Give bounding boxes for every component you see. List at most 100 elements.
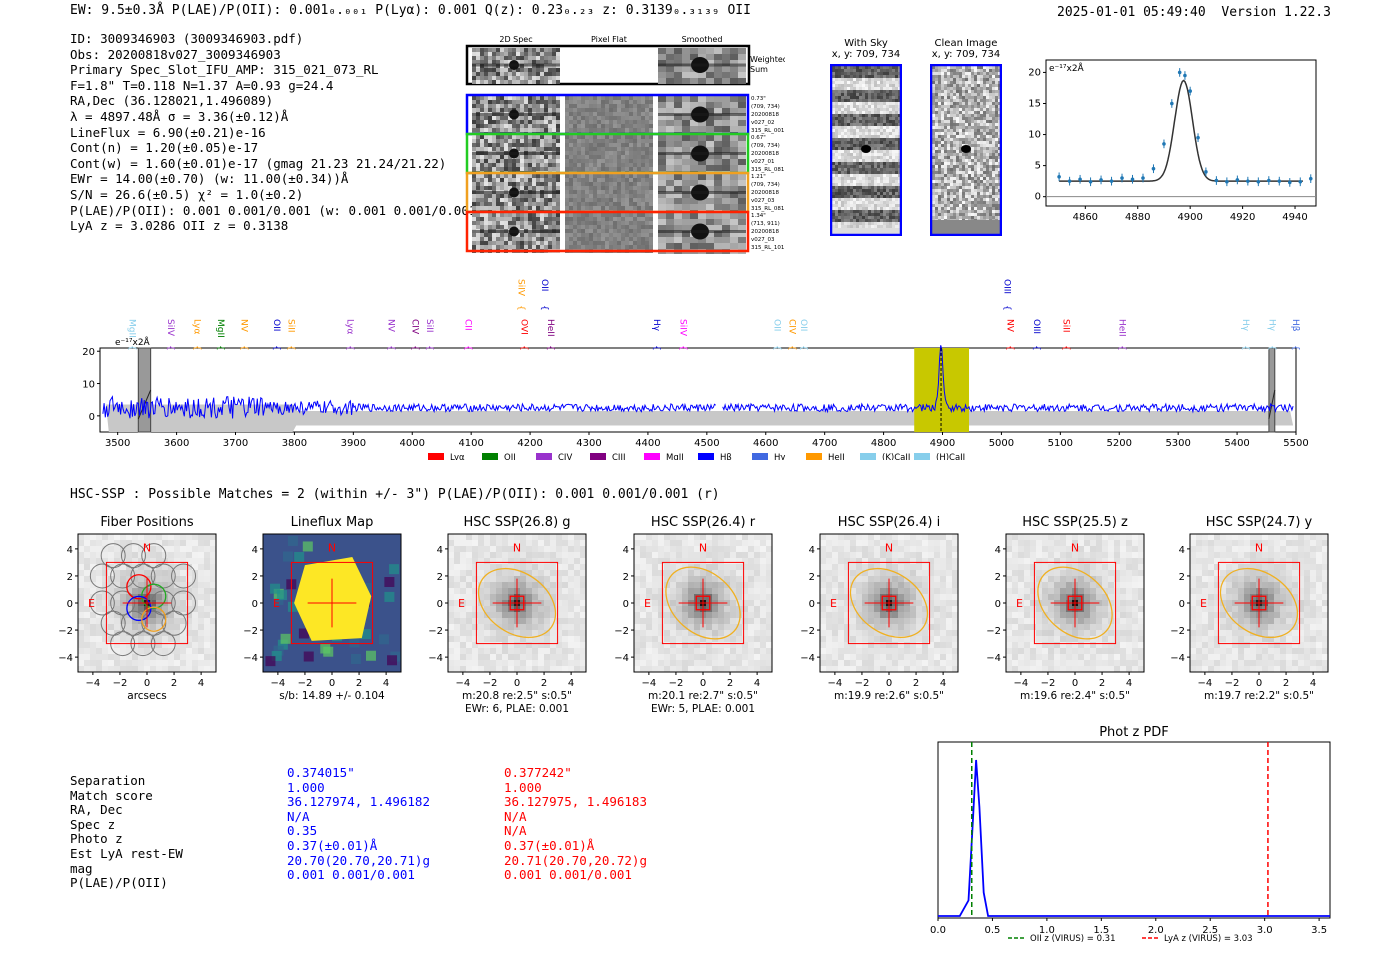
cutout-pixel bbox=[941, 216, 944, 219]
cutout-pixel bbox=[877, 189, 880, 192]
cutout-pixel bbox=[959, 159, 962, 162]
cutout-pixel bbox=[980, 153, 983, 156]
info-line: LyA z = 3.0286 OII z = 0.3138 bbox=[70, 218, 484, 234]
cutout-pixel bbox=[974, 96, 977, 99]
cutout-pixel bbox=[992, 84, 995, 87]
cutout-pixel bbox=[953, 186, 956, 189]
cutout-pixel bbox=[859, 156, 862, 159]
cutout-pixel bbox=[986, 126, 989, 129]
cutout-pixel bbox=[865, 171, 868, 174]
spec2d-block bbox=[472, 174, 560, 214]
cutout-pixel bbox=[895, 198, 898, 201]
cutout-pixel bbox=[850, 162, 853, 165]
cutout-pixel bbox=[892, 195, 895, 198]
cutout-pixel bbox=[844, 66, 847, 69]
cutout-pixel bbox=[989, 138, 992, 141]
cutout-pixel bbox=[868, 114, 871, 117]
cutout-pixel bbox=[889, 153, 892, 156]
cutout-pixel bbox=[971, 171, 974, 174]
cutout-pixel bbox=[892, 75, 895, 78]
cutout-pixel bbox=[956, 99, 959, 102]
cutout-pixel bbox=[886, 72, 889, 75]
cutout-pixel bbox=[971, 153, 974, 156]
cutout-pixel bbox=[856, 225, 859, 228]
cutout-pixel bbox=[947, 135, 950, 138]
cutout-pixel bbox=[889, 135, 892, 138]
cutout-pixel bbox=[832, 78, 835, 81]
cutout-pixel bbox=[889, 117, 892, 120]
cutout-pixel bbox=[992, 102, 995, 105]
cutout-pixel bbox=[992, 171, 995, 174]
cutout-pixel bbox=[841, 84, 844, 87]
cutout-pixel bbox=[989, 186, 992, 189]
cutout-pixel bbox=[889, 126, 892, 129]
cutout-pixel bbox=[871, 114, 874, 117]
cutout-pixel bbox=[992, 81, 995, 84]
cutout-pixel bbox=[868, 222, 871, 225]
cutout-pixel bbox=[856, 183, 859, 186]
cutout-pixel bbox=[965, 213, 968, 216]
hsc-xtick-label: 4 bbox=[754, 678, 760, 689]
cutout-pixel bbox=[838, 72, 841, 75]
hsc-xtick-label: 0 bbox=[700, 678, 706, 689]
cutout-pixel bbox=[980, 189, 983, 192]
cutout-pixel bbox=[886, 186, 889, 189]
cutout-pixel bbox=[877, 144, 880, 147]
cutout-pixel bbox=[950, 192, 953, 195]
spectrum-xtick-label: 3700 bbox=[223, 438, 248, 449]
cutout-pixel bbox=[889, 132, 892, 135]
cutout-pixel bbox=[889, 105, 892, 108]
zoom-data-point bbox=[1178, 71, 1182, 75]
cutout-pixel bbox=[959, 153, 962, 156]
info-line: EWr = 14.00(±0.70) (w: 11.00(±0.34))Å bbox=[70, 171, 484, 187]
cutout-pixel bbox=[841, 219, 844, 222]
cutout-pixel bbox=[947, 111, 950, 114]
cutout-pixel bbox=[968, 198, 971, 201]
cutout-pixel bbox=[974, 177, 977, 180]
cutout-pixel bbox=[932, 195, 935, 198]
weighted-sum-label: Weighted bbox=[750, 55, 785, 64]
match-1-value: 0.374015" bbox=[287, 766, 430, 781]
cutout-pixel bbox=[844, 96, 847, 99]
info-line: S/N = 26.6(±0.5) χ² = 1.0(±0.2) bbox=[70, 187, 484, 203]
cutout-pixel bbox=[832, 177, 835, 180]
cutout-pixel bbox=[868, 96, 871, 99]
cutout-pixel bbox=[841, 90, 844, 93]
cutout-pixel bbox=[883, 141, 886, 144]
zoom-ytick-label: 5 bbox=[1035, 161, 1041, 172]
hsc-panel-title: HSC SSP(25.5) z bbox=[1022, 515, 1128, 530]
cutout-pixel bbox=[832, 117, 835, 120]
cutout-pixel bbox=[956, 132, 959, 135]
spec2d-row-meta: 20200818 bbox=[751, 190, 779, 196]
cutout-pixel bbox=[892, 222, 895, 225]
cutout-pixel bbox=[932, 216, 935, 219]
cutout-pixel bbox=[935, 72, 938, 75]
cutout-pixel bbox=[986, 66, 989, 69]
cutout-pixel bbox=[832, 81, 835, 84]
line-label: SiII bbox=[1060, 319, 1070, 333]
cutout-pixel bbox=[847, 225, 850, 228]
hsc-ytick-label: 4 bbox=[809, 545, 815, 556]
cutout-pixel bbox=[892, 66, 895, 69]
cutout-pixel bbox=[862, 207, 865, 210]
cutout-pixel bbox=[847, 114, 850, 117]
cutout-pixel bbox=[862, 225, 865, 228]
cutout-pixel bbox=[944, 66, 947, 69]
cutout-pixel bbox=[880, 105, 883, 108]
cutout-pixel bbox=[832, 162, 835, 165]
cutout-pixel bbox=[835, 117, 838, 120]
cutout-pixel bbox=[895, 207, 898, 210]
cutout-pixel bbox=[938, 210, 941, 213]
cutout-pixel bbox=[877, 168, 880, 171]
cutout-pixel bbox=[871, 201, 874, 204]
cutout-pixel bbox=[892, 198, 895, 201]
cutout-pixel bbox=[944, 168, 947, 171]
cutout-pixel bbox=[889, 168, 892, 171]
cutout-pixel bbox=[980, 171, 983, 174]
cutout-pixel bbox=[962, 159, 965, 162]
cutout-pixel bbox=[983, 156, 986, 159]
cutout-pixel bbox=[853, 120, 856, 123]
cutout-pixel bbox=[895, 216, 898, 219]
cutout-pixel bbox=[874, 162, 877, 165]
